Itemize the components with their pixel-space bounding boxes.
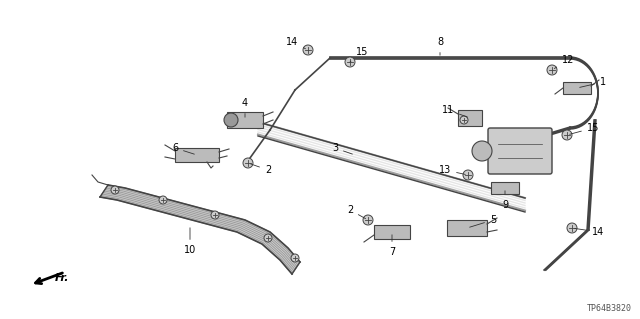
Circle shape [291,254,299,262]
Text: 6: 6 [172,143,195,154]
Text: 15: 15 [570,123,599,134]
Text: 10: 10 [184,228,196,255]
Bar [447,220,487,236]
Circle shape [472,141,492,161]
Text: 3: 3 [332,143,353,154]
Text: Fr.: Fr. [55,273,70,283]
Circle shape [159,196,167,204]
Circle shape [211,211,219,219]
Text: 12: 12 [554,55,574,69]
Circle shape [463,170,473,180]
Text: 5: 5 [470,215,496,227]
Text: 4: 4 [242,98,248,117]
Text: 15: 15 [350,47,368,62]
Circle shape [547,65,557,75]
Polygon shape [100,185,300,274]
Text: 14: 14 [286,37,305,49]
Bar [563,82,591,94]
Text: 9: 9 [502,191,508,210]
Bar [374,225,410,239]
Text: 2: 2 [251,164,271,175]
Circle shape [363,215,373,225]
Text: 8: 8 [437,37,443,55]
Circle shape [111,186,119,194]
Text: 7: 7 [389,235,395,257]
Bar [491,182,519,194]
Circle shape [264,234,272,242]
Text: 2: 2 [347,205,365,219]
Text: 1: 1 [580,77,606,87]
Circle shape [567,223,577,233]
Circle shape [303,45,313,55]
Circle shape [345,57,355,67]
Text: 14: 14 [575,227,604,237]
Text: TP64B3820: TP64B3820 [587,304,632,313]
Circle shape [562,130,572,140]
Circle shape [224,113,238,127]
Bar [227,112,263,128]
Circle shape [243,158,253,168]
FancyBboxPatch shape [488,128,552,174]
Text: 11: 11 [442,105,467,117]
Circle shape [460,116,468,124]
Text: 13: 13 [439,165,465,175]
Bar [175,148,219,162]
Bar [458,110,482,126]
